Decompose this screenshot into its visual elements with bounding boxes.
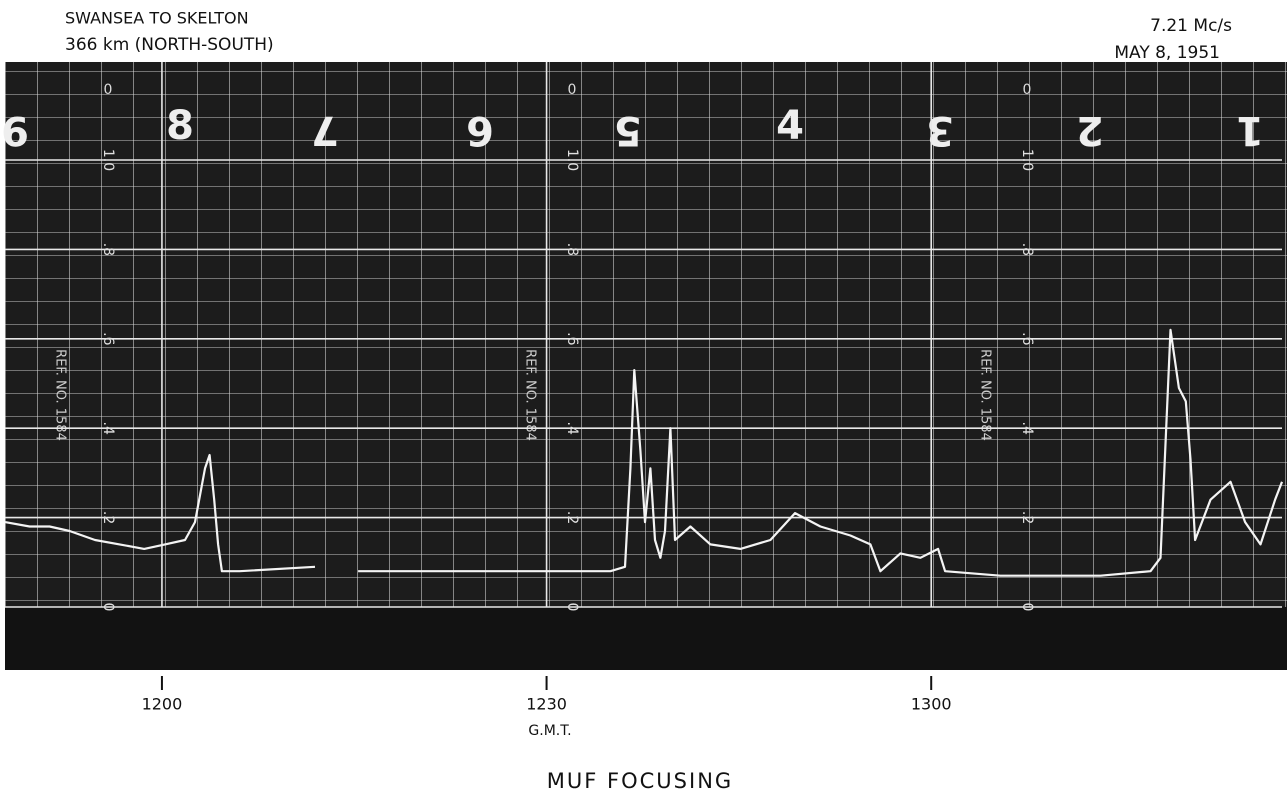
bottom-band xyxy=(5,607,1287,670)
x-axis-label: G.M.T. xyxy=(528,723,571,739)
y-tick-label: .2 xyxy=(100,511,116,524)
x-tick-label: 1300 xyxy=(911,695,952,714)
trace xyxy=(4,328,1284,577)
paper-digit: 5 xyxy=(614,107,642,153)
ref-label: REF. NO. 1584 xyxy=(523,349,538,441)
header-right: 7.21 Mc/s xyxy=(1150,16,1232,36)
y-tick-label: 0 xyxy=(564,603,580,612)
y-tick-label: .4 xyxy=(100,422,116,435)
y-tick-label: 1.0 xyxy=(564,149,580,171)
paper-digit: 2 xyxy=(1076,107,1104,153)
ref-label: REF. NO. 1584 xyxy=(53,349,68,441)
header-left: 366 km (NORTH-SOUTH) xyxy=(65,35,274,55)
paper-digit: 3 xyxy=(926,107,954,153)
chart-title: MUF FOCUSING xyxy=(547,769,733,793)
y-tick-label: .4 xyxy=(564,422,580,435)
y-tick-label: .2 xyxy=(1019,511,1035,524)
paper-digit: 1 xyxy=(1236,107,1264,153)
y-tick-label: .8 xyxy=(1019,243,1035,256)
y-tick-label: .8 xyxy=(100,243,116,256)
y-tick-label: .6 xyxy=(100,332,116,345)
paper-digit: 4 xyxy=(776,103,804,149)
y-tick-label: 0 xyxy=(1019,603,1035,612)
y-tick-label: .2 xyxy=(564,511,580,524)
chart-paper xyxy=(5,62,1287,670)
ref-label: REF. NO. 1584 xyxy=(978,349,993,441)
y-tick-label: .4 xyxy=(1019,422,1035,435)
paper-digit: 6 xyxy=(466,107,494,153)
scale-top: 0 xyxy=(1023,82,1032,98)
paper-digit: 7 xyxy=(311,107,339,153)
header-left: SWANSEA TO SKELTON xyxy=(65,9,249,28)
x-tick-label: 1200 xyxy=(142,695,183,714)
paper-digit: 8 xyxy=(166,103,194,149)
scale-top: 0 xyxy=(568,82,577,98)
y-tick-label: 0 xyxy=(100,603,116,612)
y-tick-label: .6 xyxy=(564,332,580,345)
y-tick-label: 1.0 xyxy=(1019,149,1035,171)
y-tick-label: .6 xyxy=(1019,332,1035,345)
y-tick-label: 1.0 xyxy=(100,149,116,171)
paper-digit: 9 xyxy=(1,107,29,153)
x-tick-label: 1230 xyxy=(526,695,567,714)
scale-top: 0 xyxy=(104,82,113,98)
header-right: MAY 8, 1951 xyxy=(1114,43,1220,63)
y-tick-label: .8 xyxy=(564,243,580,256)
